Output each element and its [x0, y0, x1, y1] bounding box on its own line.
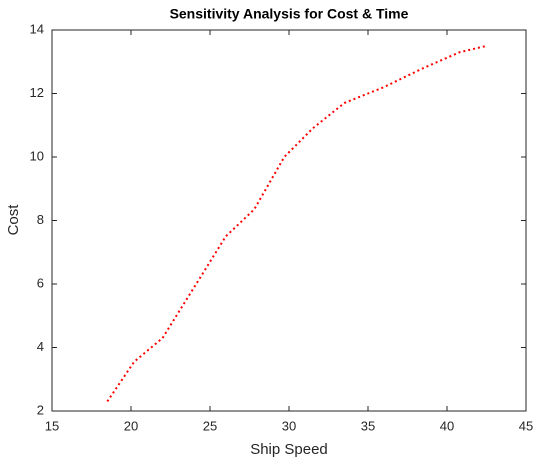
y-tick-label: 8: [37, 212, 44, 227]
y-tick-label: 14: [30, 21, 44, 36]
x-tick-label: 25: [203, 418, 217, 433]
x-tick-label: 40: [440, 418, 454, 433]
x-tick-label: 45: [519, 418, 533, 433]
x-tick-label: 35: [361, 418, 375, 433]
y-axis-label: Cost: [5, 204, 22, 236]
y-tick-label: 6: [37, 275, 44, 290]
y-tick-label: 10: [30, 148, 44, 163]
x-tick-label: 20: [124, 418, 138, 433]
y-tick-label: 2: [37, 402, 44, 417]
x-axis-label: Ship Speed: [250, 441, 328, 458]
chart-title: Sensitivity Analysis for Cost & Time: [170, 6, 409, 22]
x-tick-label: 30: [282, 418, 296, 433]
y-tick-label: 4: [37, 339, 44, 354]
data-line: [106, 44, 487, 403]
x-tick-label: 15: [45, 418, 59, 433]
y-tick-label: 12: [30, 85, 44, 100]
plot-frame: [51, 29, 527, 412]
